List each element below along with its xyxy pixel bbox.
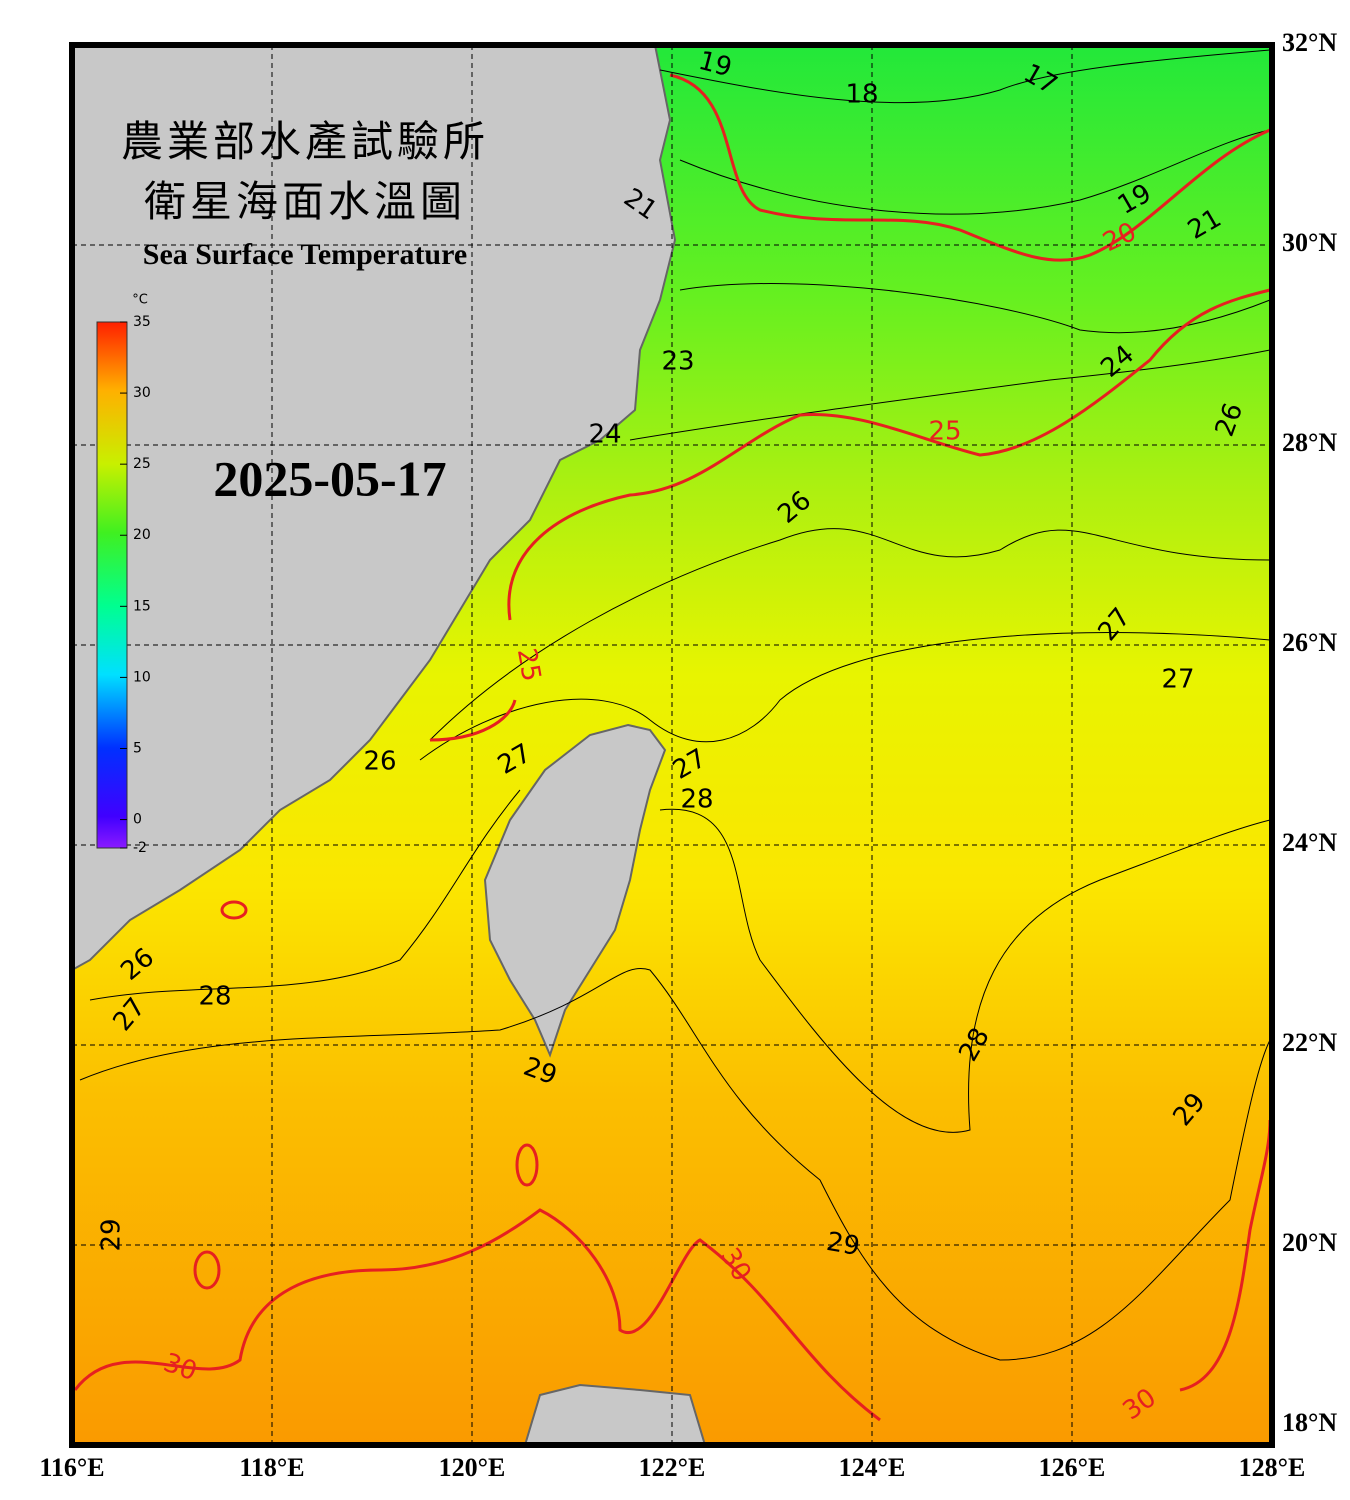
lon-label: 124°E (839, 1453, 906, 1482)
contour-label: 29 (97, 1218, 127, 1251)
lon-label: 118°E (239, 1453, 304, 1482)
contour-label: 27 (1161, 665, 1194, 695)
lat-label: 20°N (1282, 1228, 1337, 1257)
colorbar-tick-label: 0 (133, 812, 142, 828)
contour-label: 26 (363, 747, 396, 777)
colorbar-tick-label: 20 (133, 527, 151, 543)
colorbar-tick-label: 15 (133, 598, 151, 614)
contour-label: 24 (588, 420, 621, 450)
lat-label: 24°N (1282, 828, 1337, 857)
colorbar-tick-label: 35 (133, 314, 151, 330)
taiwan (483, 723, 667, 1058)
map-frame (69, 42, 1275, 1448)
lon-label: 126°E (1039, 1453, 1106, 1482)
lat-label: 22°N (1282, 1028, 1337, 1057)
colorbar-tick-label: 25 (133, 456, 151, 472)
lat-label: 30°N (1282, 228, 1337, 257)
contour-label: 29 (824, 1227, 862, 1262)
colorbar-unit: °C (132, 293, 148, 308)
colorbar-tick-label: 10 (133, 669, 151, 685)
lat-label: 28°N (1282, 428, 1337, 457)
lat-label: 18°N (1282, 1408, 1337, 1437)
lon-label: 120°E (439, 1453, 506, 1482)
lat-label: 26°N (1282, 628, 1337, 657)
contour-label: 18 (845, 80, 878, 110)
map-area (72, 45, 1272, 1445)
date: 2025-05-17 (213, 450, 446, 506)
contour-label: 28 (680, 785, 713, 815)
lon-label: 128°E (1239, 1453, 1306, 1482)
title-en: Sea Surface Temperature (143, 238, 467, 271)
luzon (523, 1383, 707, 1445)
contour-label: 25 (511, 646, 546, 684)
lon-label: 122°E (639, 1453, 706, 1482)
colorbar (96, 321, 128, 849)
contour-label: 23 (661, 347, 694, 377)
highlight-isotherms (73, 73, 1272, 1422)
colorbar-tick-label: 5 (133, 740, 142, 756)
colorbar-tick-label: 30 (133, 385, 151, 401)
contour-label: 28 (198, 982, 231, 1012)
colorbar-tick-label: -2 (133, 840, 147, 856)
lat-label: 32°N (1282, 28, 1337, 57)
title-zh: 農業部水產試驗所 (121, 117, 489, 166)
lon-label: 116°E (39, 1453, 104, 1482)
subtitle-zh: 衛星海面水溫圖 (144, 177, 466, 226)
contour-label: 25 (928, 417, 961, 447)
isotherms (79, 49, 1271, 1361)
